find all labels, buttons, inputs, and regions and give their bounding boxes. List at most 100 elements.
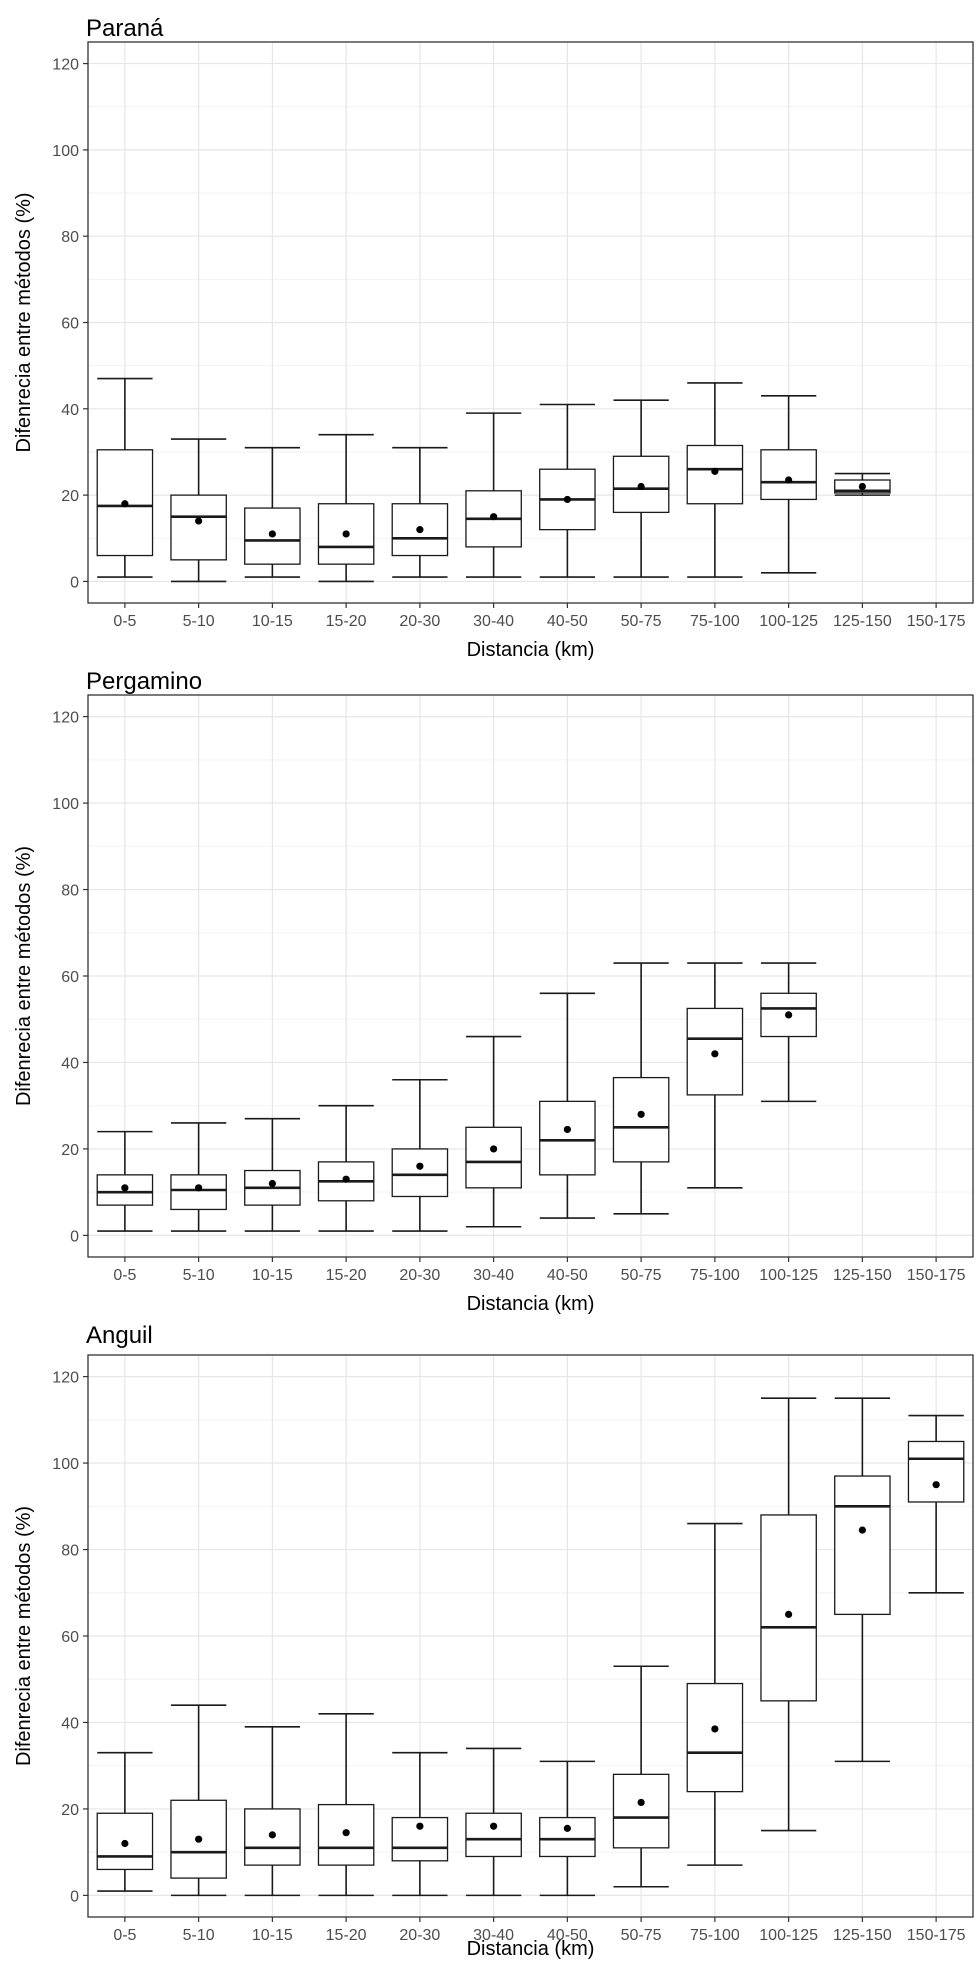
- x-tick-label: 30-40: [473, 1267, 514, 1284]
- x-tick-label: 50-75: [621, 1267, 662, 1284]
- y-axis-title: Difenrecia entre métodos (%): [13, 846, 35, 1106]
- box-50-75: [612, 399, 670, 578]
- x-tick-label: 30-40: [473, 1927, 514, 1944]
- y-tick-label: 80: [61, 229, 79, 246]
- box-iqr: [465, 1126, 522, 1189]
- mean-point: [637, 482, 645, 491]
- box-100-125: [760, 1397, 817, 1832]
- x-tick-label: 0-5: [113, 613, 136, 630]
- x-tick-label: 40-50: [547, 613, 588, 630]
- mean-point: [195, 1184, 203, 1192]
- mean-point: [342, 530, 350, 538]
- y-axis-title: Difenrecia entre métodos (%): [13, 192, 35, 452]
- x-axis-title: Distancia (km): [467, 639, 595, 661]
- mean-point: [342, 1829, 350, 1837]
- mean-point: [563, 495, 571, 504]
- mean-point: [268, 1831, 276, 1839]
- mean-point: [195, 517, 203, 525]
- y-tick-label: 80: [61, 1543, 79, 1560]
- box-10-15: [244, 1117, 301, 1232]
- y-tick-label: 100: [52, 143, 79, 160]
- y-tick-label: 120: [52, 1370, 79, 1387]
- y-axis-title: Difenrecia entre métodos (%): [13, 1506, 35, 1766]
- box-125-150: [834, 472, 891, 496]
- y-tick-label: 40: [61, 1715, 79, 1732]
- mean-point: [711, 1050, 719, 1058]
- y-tick-label: 40: [61, 402, 79, 419]
- x-tick-label: 5-10: [183, 613, 215, 630]
- y-tick-label: 20: [61, 1802, 79, 1819]
- box-20-30: [391, 1751, 449, 1897]
- box-iqr: [686, 1682, 744, 1793]
- box-40-50: [539, 1760, 596, 1897]
- x-tick-label: 150-175: [907, 613, 966, 630]
- x-tick-label: 125-150: [833, 613, 892, 630]
- mean-point: [416, 1822, 424, 1830]
- x-tick-label: 0-5: [113, 1267, 136, 1284]
- y-tick-label: 20: [61, 1142, 79, 1159]
- box-100-125: [760, 395, 817, 574]
- box-iqr: [612, 1076, 670, 1163]
- x-tick-label: 10-15: [252, 613, 293, 630]
- mean-point: [268, 530, 276, 538]
- x-tick-label: 150-175: [907, 1267, 966, 1284]
- x-axis-title: Distancia (km): [467, 1293, 595, 1315]
- y-tick-label: 0: [70, 1228, 79, 1245]
- box-15-20: [317, 433, 375, 583]
- mean-point: [858, 1526, 866, 1534]
- box-15-20: [317, 1104, 375, 1232]
- box-15-20: [317, 1713, 375, 1897]
- x-tick-label: 15-20: [326, 1267, 367, 1284]
- box-iqr: [317, 503, 375, 565]
- box-40-50: [539, 992, 596, 1219]
- box-125-150: [834, 1397, 891, 1763]
- x-tick-label: 125-150: [833, 1927, 892, 1944]
- x-tick-label: 150-175: [907, 1927, 966, 1944]
- box-30-40: [465, 1035, 522, 1228]
- box-40-50: [539, 403, 596, 578]
- mean-point: [563, 1125, 571, 1134]
- mean-point: [416, 526, 424, 534]
- x-tick-label: 20-30: [399, 613, 440, 630]
- y-tick-label: 0: [70, 1888, 79, 1905]
- x-tick-label: 15-20: [326, 613, 367, 630]
- y-tick-label: 60: [61, 1629, 79, 1646]
- box-0-5: [96, 377, 154, 578]
- box-10-15: [244, 1725, 301, 1897]
- mean-point: [490, 1145, 498, 1153]
- mean-point: [637, 1110, 645, 1118]
- mean-point: [858, 482, 866, 491]
- mean-point: [121, 500, 129, 508]
- chart-title: Paraná: [86, 15, 164, 42]
- panel-2: 0 20 40 60 80 100 120 0-5 5-10 10-15 15-20 20-30 30-…: [13, 1322, 974, 1960]
- panel-1: 0 20 40 60 80 100 120 0-5 5-10 10-15 15-20 20-30 30-…: [13, 668, 974, 1315]
- x-tick-label: 75-100: [690, 613, 740, 630]
- y-tick-label: 60: [61, 316, 79, 333]
- mean-point: [490, 1822, 498, 1830]
- y-tick-label: 20: [61, 488, 79, 505]
- y-tick-label: 100: [52, 1456, 79, 1473]
- box-0-5: [96, 1751, 154, 1892]
- x-tick-label: 50-75: [621, 1927, 662, 1944]
- x-tick-label: 100-125: [759, 1927, 818, 1944]
- x-tick-label: 15-20: [326, 1927, 367, 1944]
- box-iqr: [391, 1148, 449, 1198]
- box-iqr: [834, 1475, 891, 1616]
- box-iqr: [907, 1440, 965, 1503]
- chart-title: Anguil: [86, 1322, 153, 1349]
- x-tick-label: 125-150: [833, 1267, 892, 1284]
- x-tick-label: 0-5: [113, 1927, 136, 1944]
- box-iqr: [170, 1174, 227, 1211]
- box-20-30: [391, 1078, 449, 1232]
- x-tick-label: 20-30: [399, 1267, 440, 1284]
- y-tick-label: 40: [61, 1055, 79, 1072]
- box-iqr: [170, 494, 227, 561]
- y-tick-label: 80: [61, 883, 79, 900]
- mean-point: [785, 1610, 793, 1618]
- box-75-100: [686, 382, 744, 578]
- box-150-175: [907, 1414, 965, 1594]
- x-tick-label: 30-40: [473, 613, 514, 630]
- mean-point: [711, 467, 719, 475]
- y-tick-label: 0: [70, 574, 79, 591]
